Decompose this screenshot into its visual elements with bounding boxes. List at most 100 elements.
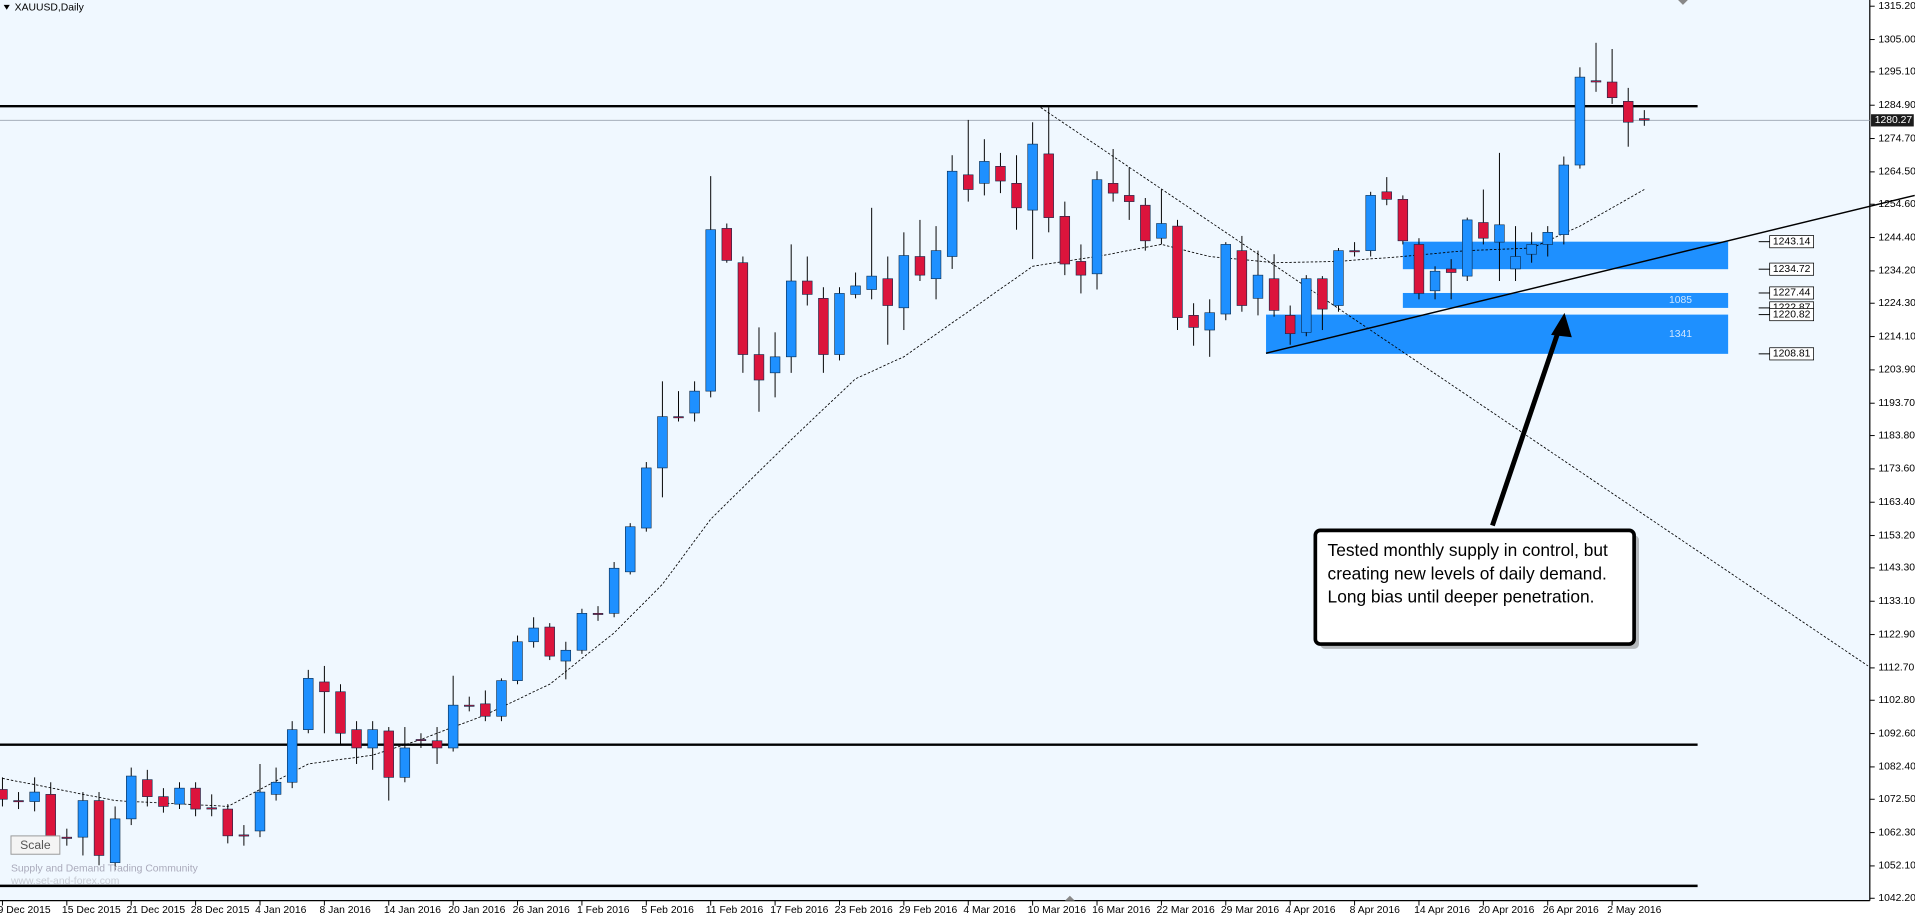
candle-body — [802, 280, 813, 295]
candle-body — [1413, 244, 1425, 294]
x-tick-label: 4 Apr 2016 — [1285, 905, 1335, 916]
y-tick-label: 1153.20 — [1878, 530, 1915, 541]
scale-button-label[interactable]: Scale — [20, 838, 51, 852]
candle-body — [254, 791, 266, 832]
candle-body — [1091, 179, 1103, 275]
candle-body — [1156, 223, 1167, 239]
y-tick-label: 1122.90 — [1878, 629, 1915, 640]
candle-body — [1107, 183, 1119, 194]
candle-body — [335, 691, 346, 734]
x-tick-label: 16 Mar 2016 — [1092, 905, 1150, 916]
y-tick-label: 1092.60 — [1878, 728, 1915, 739]
candle-body — [0, 789, 8, 800]
candle-body — [1381, 191, 1392, 200]
candle-body — [319, 681, 330, 693]
candle-body — [1140, 204, 1151, 242]
zone-label-box — [1769, 347, 1814, 361]
x-tick-label: 9 Dec 2015 — [0, 905, 51, 916]
annotation-holder: Tested monthly supply in control, but cr… — [1327, 541, 1608, 608]
candle-body — [705, 229, 716, 392]
y-tick-label: 1183.80 — [1878, 430, 1915, 441]
plot-background — [0, 0, 1870, 901]
candle-body — [608, 567, 620, 614]
candle-body — [109, 818, 121, 863]
zone-label-box — [1769, 286, 1814, 300]
y-tick-label: 1062.30 — [1878, 827, 1915, 838]
y-tick-label: 1274.70 — [1878, 133, 1915, 144]
candle-body — [1027, 143, 1038, 211]
candle-body — [351, 729, 362, 749]
x-tick-label: 4 Jan 2016 — [255, 905, 307, 916]
menu-arrow[interactable] — [3, 4, 10, 10]
candle-body — [1284, 315, 1296, 334]
y-tick-label: 1042.20 — [1878, 893, 1915, 904]
candle-body — [512, 641, 523, 681]
candle-body — [1526, 244, 1537, 255]
candle-body — [914, 256, 926, 276]
zone-label: 1208.81 — [1773, 349, 1811, 360]
y-tick-label: 1284.90 — [1878, 100, 1915, 111]
candle-body — [1639, 118, 1650, 121]
x-tick-label: 8 Apr 2016 — [1350, 905, 1400, 916]
candle-body — [1268, 278, 1280, 311]
y-tick-label: 1072.50 — [1878, 794, 1915, 805]
candle-body — [963, 174, 974, 190]
candle-body — [673, 416, 684, 419]
candle-body — [689, 390, 700, 414]
candle-body — [1542, 232, 1553, 245]
candle-body — [286, 729, 298, 783]
candle-body — [383, 730, 394, 778]
candle-body — [979, 161, 990, 184]
watermark-url: www.set-and-forex.com — [10, 876, 119, 887]
candle-body — [415, 739, 427, 741]
y-tick-label: 1052.10 — [1878, 861, 1915, 872]
candle-body — [61, 836, 73, 839]
candle-body — [1043, 153, 1054, 218]
candle-body — [785, 280, 797, 358]
scale-button[interactable] — [10, 835, 61, 855]
demand-zone — [1402, 241, 1729, 270]
x-tick-label: 15 Dec 2015 — [62, 905, 121, 916]
scroll-marker — [1064, 895, 1075, 901]
candle-body — [1301, 278, 1312, 333]
zone-label: 1243.14 — [1773, 236, 1811, 247]
y-tick-label: 1224.30 — [1878, 298, 1915, 309]
candle-body — [399, 747, 411, 778]
candle-body — [560, 649, 572, 662]
y-tick-label: 1112.70 — [1878, 663, 1914, 674]
candle-body — [1333, 250, 1344, 306]
y-tick-label: 1214.10 — [1878, 331, 1915, 342]
candle-body — [464, 704, 475, 707]
annotation-text: Tested monthly supply in control, but cr… — [1327, 541, 1608, 608]
candle-body — [1365, 195, 1376, 251]
watermark: Supply and Demand Trading Community — [11, 864, 199, 875]
candle-body — [1574, 76, 1586, 166]
candle-body — [946, 170, 958, 257]
x-tick-label: 11 Feb 2016 — [706, 905, 764, 916]
candle-body — [528, 627, 539, 643]
candle-body — [431, 740, 443, 749]
candle-body — [1220, 244, 1231, 315]
candle-body — [576, 613, 588, 651]
candle-body — [367, 729, 378, 749]
x-tick-label: 29 Mar 2016 — [1221, 905, 1279, 916]
candle-body — [45, 794, 56, 839]
candle-body — [1445, 268, 1457, 273]
candle-body — [222, 808, 233, 837]
zone-label-box — [1769, 235, 1814, 249]
zone-label: 1220.82 — [1773, 309, 1811, 320]
x-tick-label: 20 Apr 2016 — [1478, 905, 1534, 916]
zone-label-box — [1769, 308, 1814, 322]
demand-zone — [1266, 314, 1729, 354]
candle-body — [190, 787, 201, 810]
candle-body — [1349, 250, 1360, 253]
candle-body — [303, 678, 314, 730]
candle-body — [1462, 219, 1473, 277]
candle-body — [866, 275, 877, 290]
candle-body — [625, 526, 636, 573]
x-tick-label: 26 Jan 2016 — [513, 905, 570, 916]
x-tick-label: 14 Apr 2016 — [1414, 905, 1470, 916]
x-tick-label: 21 Dec 2015 — [126, 905, 185, 916]
candle-body — [592, 613, 604, 615]
